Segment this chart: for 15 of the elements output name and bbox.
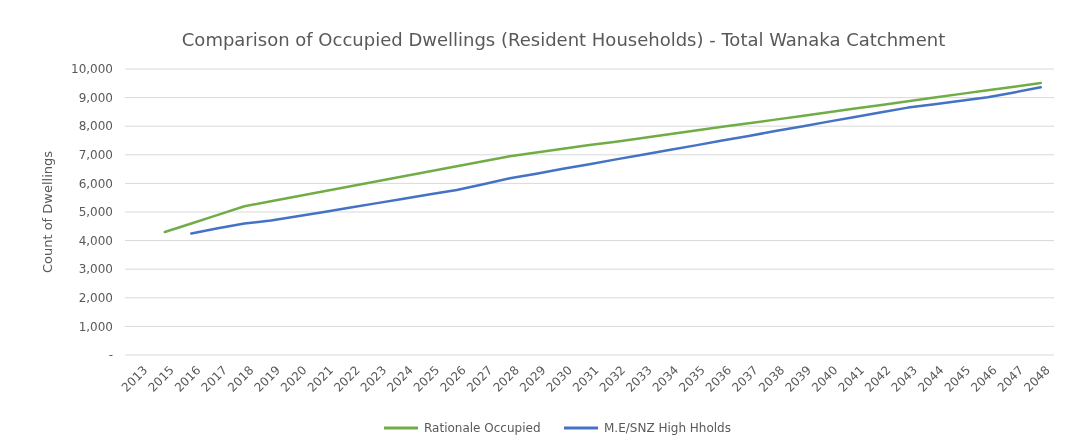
y-tick-label: 7,000 (78, 148, 113, 162)
y-tick-label: 6,000 (78, 176, 113, 191)
legend-label: M.E/SNZ High Hholds (604, 421, 731, 436)
chart-title: Comparison of Occupied Dwellings (Resident Households) - Total Wanaka Catchment (181, 29, 946, 50)
y-tick-label: 4,000 (78, 233, 113, 248)
y-axis-title: Count of Dwellings (40, 150, 55, 274)
y-tick-label: 2,000 (78, 291, 113, 305)
y-tick-label: 3,000 (78, 262, 113, 277)
y-tick-label: 5,000 (78, 205, 113, 220)
y-tick-label: 9,000 (78, 90, 113, 105)
legend-label: Rationale Occupied (424, 421, 541, 436)
y-tick-label: 1,000 (78, 319, 113, 334)
y-tick-label: 10,000 (71, 62, 113, 77)
y-tick-label: 8,000 (78, 119, 113, 134)
y-tick-label: - (108, 348, 113, 363)
